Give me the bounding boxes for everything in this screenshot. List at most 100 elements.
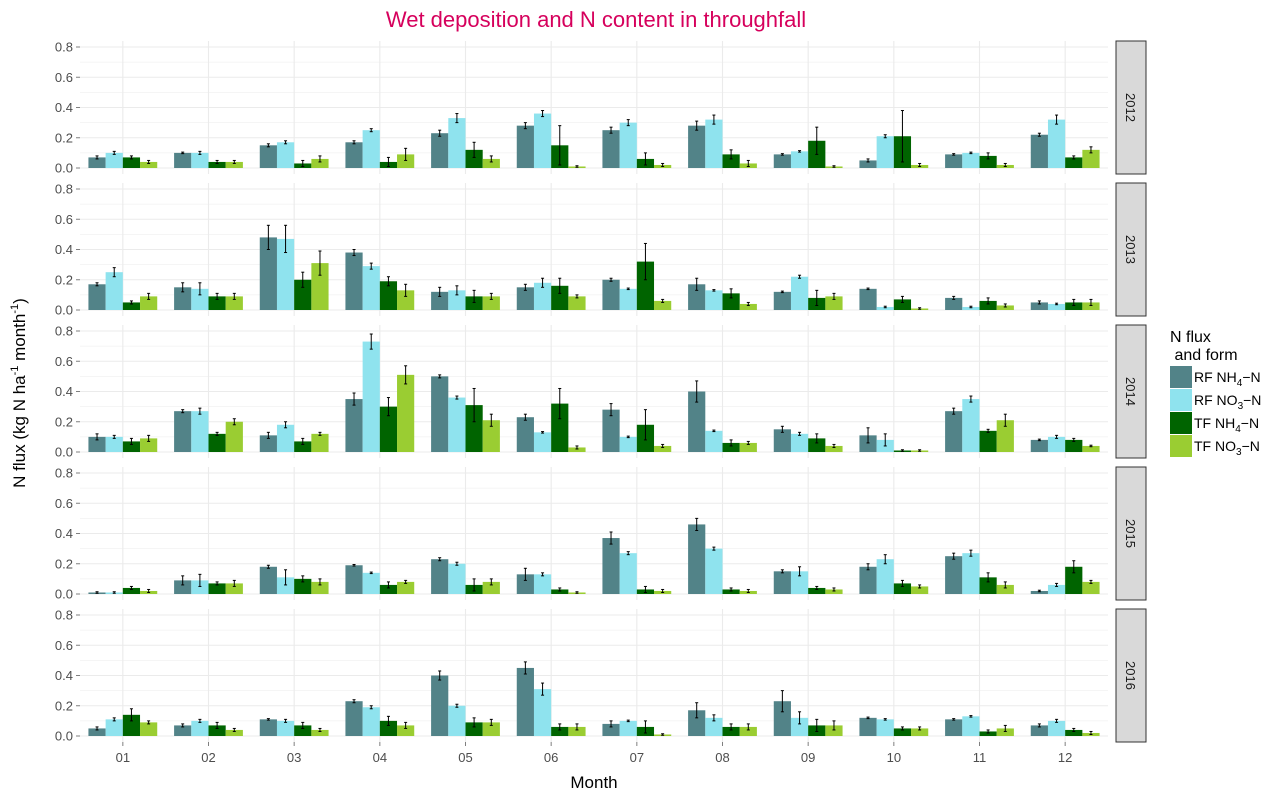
bar-2016-10-s0 — [859, 717, 877, 736]
bar-2013-03-s2 — [294, 279, 312, 310]
panels: 0.00.20.40.60.820120.00.20.40.60.820130.… — [55, 40, 1147, 744]
error-bar — [404, 283, 408, 297]
error-bar — [712, 114, 716, 125]
error-bar — [558, 587, 562, 592]
bar-2014-11-s1 — [962, 399, 980, 452]
legend-key-1 — [1170, 389, 1192, 411]
error-bar — [832, 720, 836, 731]
bar-2012-12-s3 — [1082, 149, 1100, 168]
bar-2016-02-s2 — [208, 725, 226, 736]
bar-2013-07-s2 — [636, 261, 655, 310]
bar-2015-11-s1 — [962, 553, 980, 594]
bar-2013-05-s1 — [448, 290, 466, 310]
bar-2016-12-s1 — [1047, 720, 1066, 736]
error-bar — [1055, 302, 1059, 306]
error-bar — [661, 298, 665, 303]
error-bar — [866, 158, 870, 163]
bar-2012-05-s2 — [465, 149, 483, 168]
bar-2014-01-s2 — [122, 441, 141, 452]
bar-2015-10-s2 — [893, 583, 912, 594]
error-bar — [266, 224, 270, 250]
error-bar — [129, 155, 133, 160]
bar-2014-03-s0 — [259, 435, 277, 452]
bar-2016-04-s0 — [345, 701, 363, 736]
bar-2015-02-s0 — [174, 580, 192, 594]
bar-2016-09-s3 — [825, 725, 843, 736]
error-bar — [1089, 579, 1093, 584]
error-bar — [232, 727, 236, 732]
bar-2015-08-s0 — [688, 524, 706, 594]
error-bar — [815, 289, 819, 306]
error-bar — [369, 705, 373, 710]
error-bar — [883, 554, 887, 565]
error-bar — [404, 579, 408, 584]
bar-2012-11-s2 — [979, 155, 997, 168]
bar-2014-08-s1 — [705, 430, 723, 452]
error-bar — [866, 427, 870, 444]
bar-2016-05-s1 — [448, 705, 466, 736]
error-bar — [712, 429, 716, 433]
bar-2014-09-s3 — [825, 445, 843, 452]
bar-2013-10-s1 — [876, 306, 894, 310]
bar-2016-06-s2 — [551, 726, 569, 736]
error-bar — [301, 271, 305, 288]
error-bar — [883, 718, 887, 721]
y-tick-label: 0.0 — [55, 729, 73, 744]
error-bar — [832, 292, 836, 300]
bar-2014-01-s1 — [105, 436, 123, 452]
bar-2016-04-s1 — [362, 707, 380, 736]
error-bar — [969, 395, 973, 403]
error-bar — [1037, 723, 1041, 728]
error-bar — [900, 449, 904, 452]
error-bar — [832, 165, 836, 168]
legend-key-2 — [1170, 412, 1192, 434]
bar-2014-11-s3 — [996, 420, 1014, 452]
bar-2015-03-s2 — [294, 578, 312, 594]
error-bar — [301, 575, 305, 583]
facet-label: 2015 — [1123, 519, 1138, 548]
x-axis-title: Month — [570, 773, 617, 792]
error-bar — [918, 307, 922, 310]
bar-2015-03-s3 — [311, 581, 329, 594]
bar-2012-03-s0 — [259, 145, 277, 168]
y-tick-label: 0.4 — [55, 242, 73, 257]
error-bar — [1072, 155, 1076, 160]
error-bar — [695, 277, 699, 291]
bar-2016-11-s1 — [962, 716, 980, 736]
bar-2016-05-s2 — [465, 722, 483, 736]
bar-2013-04-s1 — [362, 266, 380, 310]
bar-2015-09-s0 — [773, 571, 791, 594]
bar-2015-09-s1 — [790, 571, 809, 594]
bar-2015-09-s3 — [825, 589, 843, 594]
bar-2013-11-s0 — [945, 297, 963, 310]
bar-2016-02-s0 — [174, 725, 192, 736]
error-bar — [438, 557, 442, 562]
error-bar — [798, 150, 802, 153]
bar-2015-06-s0 — [516, 574, 534, 594]
bar-2016-09-s1 — [790, 717, 809, 736]
error-bar — [147, 434, 151, 442]
error-bar — [284, 569, 288, 586]
error-bar — [815, 433, 819, 444]
bar-2014-03-s1 — [276, 424, 295, 452]
error-bar — [643, 152, 647, 166]
error-bar — [952, 552, 956, 560]
error-bar — [523, 661, 527, 675]
bar-2015-11-s3 — [996, 584, 1014, 594]
error-bar — [301, 437, 305, 445]
error-bar — [866, 287, 870, 291]
error-bar — [404, 365, 408, 385]
error-bar — [181, 409, 185, 414]
error-bar — [318, 250, 322, 276]
bar-2012-04-s1 — [362, 130, 380, 168]
bar-2012-08-s1 — [705, 119, 723, 168]
error-bar — [438, 374, 442, 379]
error-bar — [95, 433, 99, 441]
y-tick-label: 0.8 — [55, 466, 73, 481]
x-tick-label: 03 — [287, 750, 301, 765]
bar-2012-07-s1 — [619, 122, 637, 168]
bar-2012-05-s0 — [431, 133, 449, 168]
x-tick-label: 11 — [973, 750, 987, 765]
error-bar — [1072, 727, 1076, 732]
bar-2014-04-s2 — [379, 406, 398, 452]
